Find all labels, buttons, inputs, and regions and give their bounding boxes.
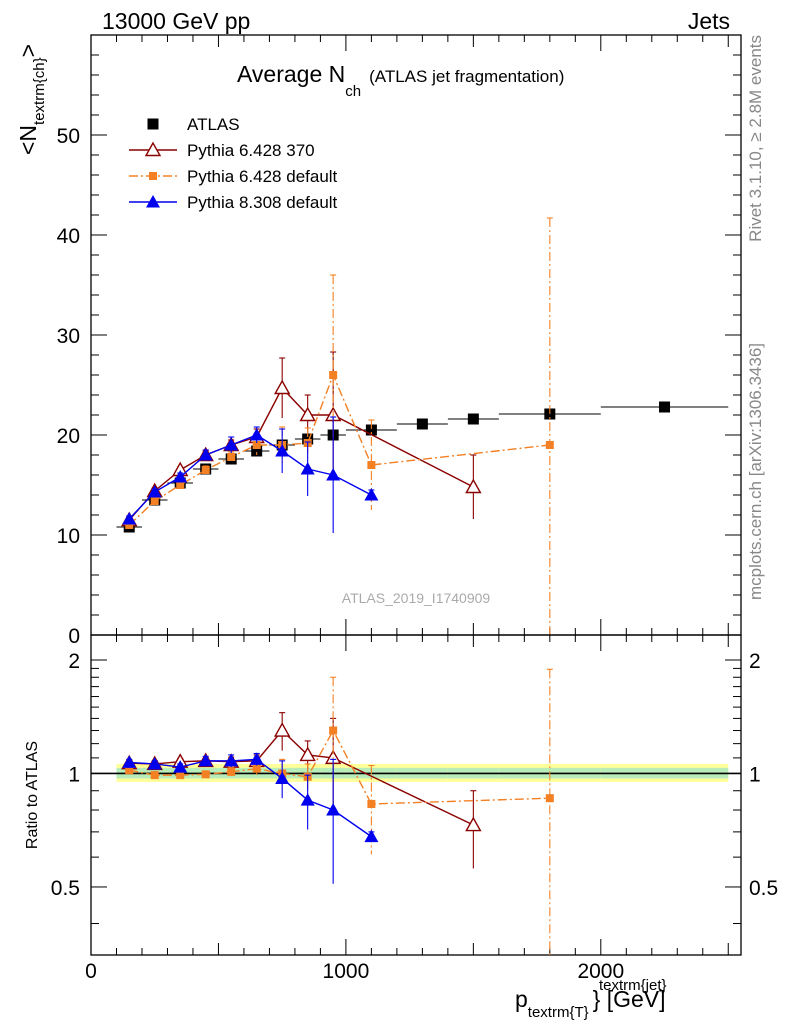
pythia6-default-point: [329, 371, 338, 379]
ratio-y-tick-label-right: 0.5: [749, 877, 778, 900]
ratio-y-tick-label-right: 1: [749, 763, 761, 786]
plot-title: Average Nch(ATLAS jet fragmentation): [237, 61, 564, 100]
ratio-pythia8-default-point: [249, 752, 264, 765]
ratio-y-tick-label: 0.5: [51, 877, 80, 900]
legend-label: Pythia 8.308 default: [187, 193, 338, 212]
ratio-pythia8-default-point: [326, 803, 341, 816]
ratio-pythia6-370-point: [273, 722, 291, 737]
ratio-pythia6-default-point: [329, 726, 338, 735]
x-axis-label: ptextrm{T}} [GeV]: [515, 986, 666, 1021]
ratio-pythia8-default-line: [129, 758, 372, 838]
legend-label: ATLAS: [187, 115, 240, 134]
ratio-pythia8-default-point: [147, 756, 162, 770]
rivet-label: Rivet 3.1.10, ≥ 2.8M events: [746, 35, 765, 242]
atlas-point: [251, 445, 263, 457]
ratio-pythia6-default-point: [150, 771, 159, 780]
atlas-point: [659, 401, 671, 413]
pythia6-default-point: [176, 481, 185, 489]
atlas-point: [365, 424, 377, 436]
x-tick-label: 0: [85, 960, 97, 983]
legend-marker: [147, 118, 159, 130]
pythia6-370-point: [465, 478, 482, 494]
top-y-axis-label: <Ntextrm{ch}>: [15, 44, 48, 155]
ratio-pythia8-default-point: [364, 829, 379, 843]
pythia8-default-point: [198, 448, 213, 461]
pythia8-default-point: [173, 470, 188, 483]
ratio-pythia8-default-point: [198, 753, 213, 767]
pythia8-default-line: [128, 434, 372, 520]
ratio-pythia6-default-point: [227, 767, 236, 776]
atlas-point: [467, 413, 479, 425]
y-tick-label: 10: [57, 525, 80, 548]
x-axis-label-superscript: textrm{jet}: [599, 977, 667, 994]
legend-label: Pythia 6.428 370: [187, 141, 315, 160]
ratio-pythia6-default-point: [125, 766, 134, 775]
ratio-pythia6-default-point: [176, 771, 185, 780]
x-tick-label: 2000: [577, 960, 624, 983]
ratio-pythia8-default-point: [122, 755, 137, 768]
pythia6-default-point: [201, 466, 210, 474]
pythia8-default-point: [275, 444, 290, 457]
pythia6-default-line: [128, 373, 550, 526]
pythia8-default-point: [147, 485, 162, 498]
pythia8-default-point: [300, 462, 315, 475]
ratio-pythia6-370-point: [299, 746, 316, 762]
ratio-pythia8-default-point: [224, 753, 239, 767]
mcplots-label: mcplots.cern.ch [arXiv:1306.3436]: [746, 343, 765, 600]
legend-label: Pythia 6.428 default: [187, 167, 338, 186]
pythia6-370-line: [128, 386, 474, 521]
ratio-pythia8-default-point: [275, 771, 290, 784]
pythia8-default-point: [224, 438, 239, 451]
ratio-y-tick-label: 2: [68, 650, 80, 673]
header-right: Jets: [688, 8, 730, 34]
y-tick-label: 50: [57, 125, 80, 148]
analysis-watermark: ATLAS_2019_I1740909: [342, 590, 491, 606]
pythia6-default-point: [150, 497, 159, 505]
legend-marker: [149, 172, 157, 180]
ratio-pythia6-default-point: [201, 770, 210, 779]
legend: ATLAS Pythia 6.428 370 Pythia 6.428 defaul…: [129, 115, 338, 212]
atlas-point: [416, 418, 428, 430]
top-panel: 0 10 20 30 40 50: [57, 34, 742, 955]
ratio-pythia6-370-line: [129, 729, 474, 826]
ratio-y-tick-label-right: 2: [749, 650, 761, 673]
legend-marker: [146, 195, 160, 208]
y-tick-label: 20: [57, 425, 80, 448]
pythia8-default-point: [122, 512, 137, 525]
pythia6-370-point: [299, 406, 316, 422]
ratio-pythia8-default-point: [173, 760, 188, 773]
ratio-panel: 0 1000 2000 0.5 0.5 1 1 2 2: [51, 634, 778, 983]
pythia6-default-point: [367, 461, 376, 469]
x-tick-label: 1000: [323, 960, 370, 983]
ratio-pythia8-default-point: [300, 793, 315, 806]
legend-marker: [144, 141, 162, 157]
pythia8-default-point: [364, 488, 379, 501]
header-left: 13000 GeV pp: [102, 8, 250, 34]
pythia6-default-point: [252, 441, 261, 449]
pythia6-default-point: [125, 521, 134, 529]
ratio-pythia6-default-point: [367, 799, 376, 808]
pythia6-370-point: [273, 379, 291, 395]
y-tick-label: 0: [68, 625, 80, 648]
ratio-pythia6-default-point: [545, 794, 554, 803]
ratio-pythia6-default-line: [129, 729, 550, 805]
y-tick-label: 40: [57, 225, 80, 248]
ratio-y-tick-label: 1: [68, 763, 80, 786]
ratio-y-axis-label: Ratio to ATLAS: [24, 741, 41, 849]
pythia6-default-point: [545, 441, 554, 449]
ratio-frame: [90, 634, 742, 956]
y-tick-label: 30: [57, 325, 80, 348]
pythia8-default-point: [326, 468, 341, 481]
ratio-pythia6-370-point: [465, 816, 482, 832]
ratio-pythia6-default-point: [252, 764, 261, 773]
pythia8-default-point: [249, 428, 264, 441]
pythia6-default-point: [227, 453, 236, 461]
